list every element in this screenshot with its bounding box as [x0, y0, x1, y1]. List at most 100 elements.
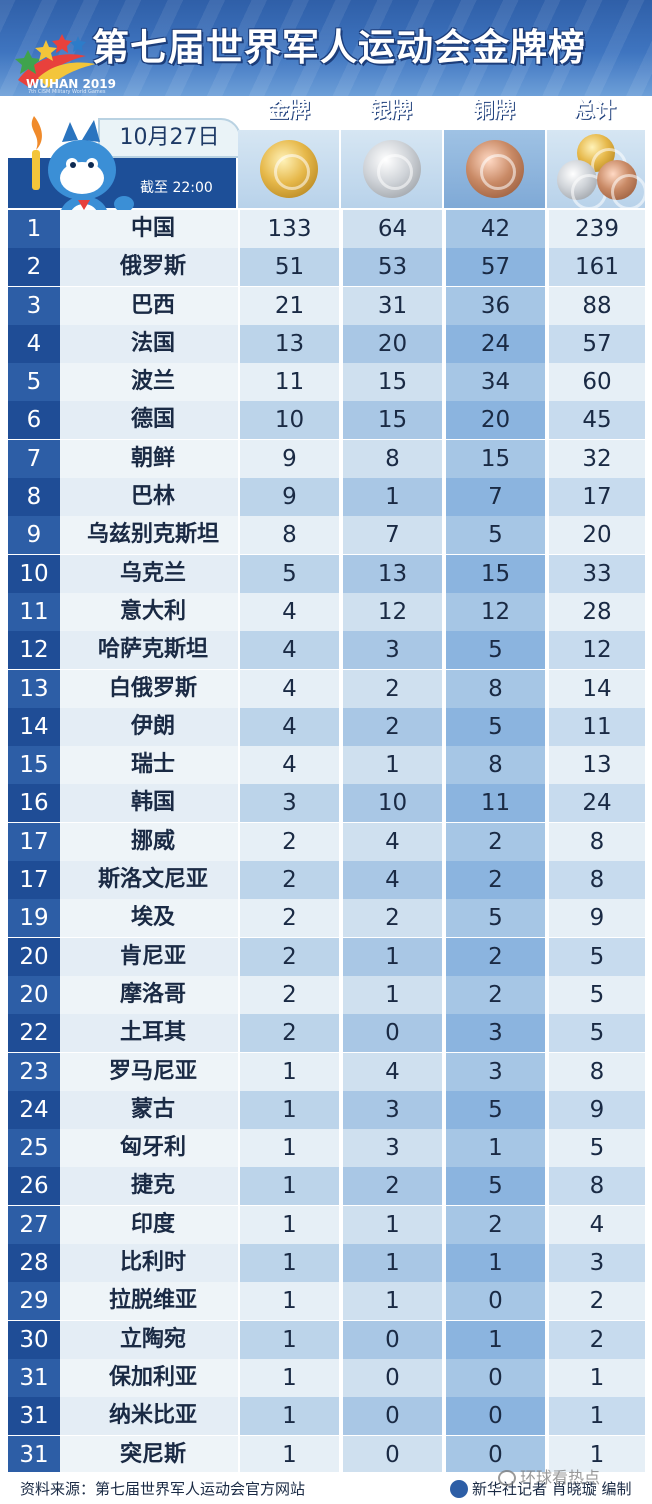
country-cell: 摩洛哥: [60, 975, 238, 1014]
country-cell: 埃及: [60, 899, 238, 938]
table-row: 6 德国 10 15 20 45: [8, 401, 645, 440]
silver-count-cell: 0: [341, 1358, 442, 1397]
total-count-cell: 1: [547, 1358, 645, 1397]
column-header-gold: 金牌: [268, 98, 310, 122]
gold-count-cell: 1: [238, 1090, 339, 1129]
rank-cell: 22: [8, 1014, 60, 1053]
country-cell: 保加利亚: [60, 1358, 238, 1397]
total-count-cell: 5: [547, 937, 645, 976]
silver-count-cell: 1: [341, 975, 442, 1014]
rank-cell: 15: [8, 746, 60, 785]
rank-cell: 5: [8, 363, 60, 402]
bronze-count-cell: 15: [444, 554, 545, 593]
bronze-medal-cell: [444, 130, 545, 208]
total-count-cell: 2: [547, 1320, 645, 1359]
silver-medal-small-icon: [557, 160, 607, 210]
rank-cell: 17: [8, 822, 60, 861]
silver-count-cell: 0: [341, 1435, 442, 1474]
total-count-cell: 239: [547, 210, 645, 248]
total-count-cell: 45: [547, 401, 645, 440]
silver-count-cell: 15: [341, 401, 442, 440]
gold-count-cell: 1: [238, 1320, 339, 1359]
gold-count-cell: 1: [238, 1205, 339, 1244]
bronze-count-cell: 0: [444, 1358, 545, 1397]
bronze-count-cell: 0: [444, 1282, 545, 1321]
gold-count-cell: 1: [238, 1052, 339, 1091]
rank-cell: 7: [8, 439, 60, 478]
total-medals-cell: [547, 130, 647, 210]
total-count-cell: 1: [547, 1397, 645, 1436]
total-count-cell: 12: [547, 631, 645, 670]
total-count-cell: 60: [547, 363, 645, 402]
gold-count-cell: 2: [238, 975, 339, 1014]
bronze-count-cell: 7: [444, 478, 545, 517]
rank-cell: 14: [8, 707, 60, 746]
bronze-count-cell: 0: [444, 1397, 545, 1436]
footer: 资料来源：第七届世界军人运动会官方网站 新华社记者 肖晓璇 编制: [0, 1472, 652, 1504]
total-count-cell: 11: [547, 707, 645, 746]
silver-count-cell: 13: [341, 554, 442, 593]
rank-cell: 31: [8, 1358, 60, 1397]
country-cell: 肯尼亚: [60, 937, 238, 976]
total-count-cell: 8: [547, 1167, 645, 1206]
total-count-cell: 28: [547, 592, 645, 631]
gold-count-cell: 133: [238, 210, 339, 248]
country-cell: 乌兹别克斯坦: [60, 516, 238, 555]
rank-cell: 6: [8, 401, 60, 440]
gold-count-cell: 2: [238, 937, 339, 976]
table-row: 23 罗马尼亚 1 4 3 8: [8, 1052, 645, 1091]
bronze-count-cell: 2: [444, 861, 545, 900]
bronze-count-cell: 5: [444, 1167, 545, 1206]
bronze-count-cell: 5: [444, 516, 545, 555]
cutoff-time: 截至 22:00: [140, 180, 213, 196]
rank-cell: 30: [8, 1320, 60, 1359]
table-row: 31 纳米比亚 1 0 0 1: [8, 1397, 645, 1436]
total-count-cell: 5: [547, 975, 645, 1014]
gold-count-cell: 1: [238, 1167, 339, 1206]
country-cell: 斯洛文尼亚: [60, 861, 238, 900]
column-header-bronze: 铜牌: [473, 98, 515, 122]
country-cell: 哈萨克斯坦: [60, 631, 238, 670]
bronze-count-cell: 1: [444, 1244, 545, 1283]
total-count-cell: 161: [547, 248, 645, 287]
logo-subtitle-text: 7th CISM Military World Games: [28, 89, 106, 95]
silver-count-cell: 0: [341, 1397, 442, 1436]
country-cell: 朝鲜: [60, 439, 238, 478]
rank-cell: 24: [8, 1090, 60, 1129]
country-cell: 俄罗斯: [60, 248, 238, 287]
watermark-text: 环球看热点: [520, 1468, 601, 1487]
country-cell: 中国: [60, 210, 238, 248]
gold-count-cell: 3: [238, 784, 339, 823]
silver-count-cell: 12: [341, 592, 442, 631]
table-row: 11 意大利 4 12 12 28: [8, 592, 645, 632]
total-count-cell: 13: [547, 746, 645, 785]
table-row: 14 伊朗 4 2 5 11: [8, 707, 645, 747]
silver-count-cell: 4: [341, 1052, 442, 1091]
bronze-count-cell: 8: [444, 669, 545, 708]
country-cell: 纳米比亚: [60, 1397, 238, 1436]
silver-count-cell: 3: [341, 1129, 442, 1168]
rank-cell: 3: [8, 286, 60, 325]
country-cell: 罗马尼亚: [60, 1052, 238, 1091]
silver-count-cell: 1: [341, 478, 442, 517]
rank-cell: 29: [8, 1282, 60, 1321]
silver-count-cell: 7: [341, 516, 442, 555]
table-row: 29 拉脱维亚 1 1 0 2: [8, 1282, 645, 1321]
table-row: 17 挪威 2 4 2 8: [8, 822, 645, 862]
bronze-count-cell: 20: [444, 401, 545, 440]
bronze-count-cell: 57: [444, 248, 545, 287]
table-row: 15 瑞士 4 1 8 13: [8, 746, 645, 785]
total-count-cell: 5: [547, 1129, 645, 1168]
title-banner: [0, 0, 652, 96]
silver-count-cell: 1: [341, 1244, 442, 1283]
country-cell: 比利时: [60, 1244, 238, 1283]
gold-count-cell: 1: [238, 1129, 339, 1168]
table-row: 28 比利时 1 1 1 3: [8, 1244, 645, 1283]
table-row: 1 中国 133 64 42 239: [8, 210, 645, 249]
total-count-cell: 32: [547, 439, 645, 478]
bronze-count-cell: 0: [444, 1435, 545, 1474]
table-row: 17 斯洛文尼亚 2 4 2 8: [8, 861, 645, 900]
table-row: 9 乌兹别克斯坦 8 7 5 20: [8, 516, 645, 555]
silver-count-cell: 4: [341, 861, 442, 900]
rank-cell: 16: [8, 784, 60, 823]
